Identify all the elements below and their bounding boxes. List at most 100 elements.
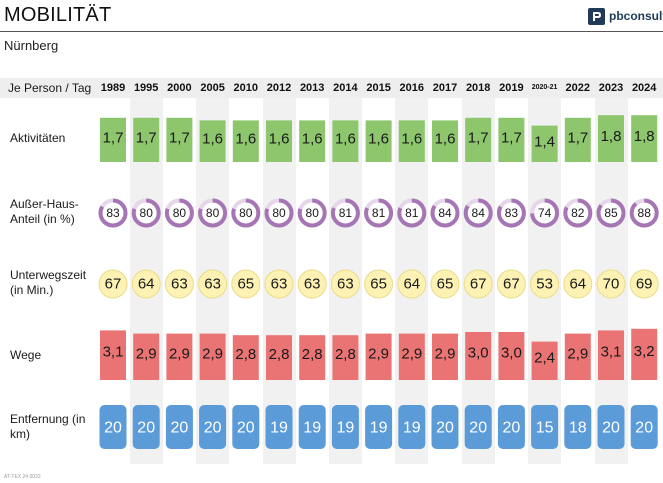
column-stripe: [395, 78, 429, 464]
trips-bar: [232, 335, 259, 380]
share-ring-track: [563, 198, 593, 228]
share-ring: [430, 198, 460, 228]
distance-label: 19: [370, 420, 388, 437]
distance-label: 20: [104, 420, 122, 437]
activities-bar: [564, 117, 591, 162]
activities-bar: [631, 115, 658, 162]
column-stripe: [528, 78, 562, 464]
year-header: 2010: [233, 82, 259, 94]
trips-label: 2,9: [368, 345, 389, 362]
logo: pbconsult: [588, 6, 663, 26]
year-header: 2013: [299, 82, 325, 94]
corner-label: Je Person / Tag: [8, 81, 92, 95]
year-header: 2020-21: [531, 84, 558, 91]
distance-tile: [564, 405, 592, 449]
share-ring: [496, 198, 526, 228]
trips-bar: [564, 333, 591, 380]
row-label: Entfernung (in km): [10, 412, 86, 441]
trips-bar: [166, 333, 193, 380]
travel-time-label: 63: [171, 276, 188, 293]
activities-label: 1,7: [103, 129, 124, 146]
share-label: 81: [372, 206, 386, 220]
distance-label: 19: [303, 420, 321, 437]
distance-label: 20: [503, 420, 521, 437]
distance-label: 20: [171, 420, 189, 437]
share-ring: [563, 198, 593, 228]
header-band: [0, 78, 663, 98]
trips-label: 3,1: [103, 344, 124, 361]
trips-bar: [432, 333, 458, 380]
share-ring-track: [297, 198, 327, 228]
distance-label: 18: [569, 420, 587, 437]
logo-text: pbconsult: [609, 9, 663, 23]
travel-time-label: 65: [370, 276, 387, 293]
distance-tile: [298, 405, 326, 449]
distance-label: 20: [436, 420, 454, 437]
travel-time-bubble: [430, 269, 460, 299]
share-label: 82: [571, 206, 585, 220]
travel-time-label: 65: [437, 276, 454, 293]
travel-time-bubble: [496, 269, 526, 299]
share-label: 80: [173, 206, 187, 220]
activities-label: 1,7: [501, 129, 522, 146]
share-ring: [164, 198, 194, 228]
share-label: 84: [438, 206, 452, 220]
share-ring-track: [364, 198, 394, 228]
year-header: 2014: [333, 82, 358, 94]
row-label: Aktivitäten: [10, 131, 66, 145]
share-ring-track: [430, 198, 460, 228]
year-header: 2024: [631, 82, 657, 94]
column-stripe: [262, 78, 296, 464]
trips-label: 2,9: [169, 345, 190, 362]
column-stripe: [328, 78, 362, 464]
share-ring: [231, 198, 261, 228]
distance-label: 20: [635, 420, 653, 437]
year-header: 2022: [565, 82, 591, 94]
page-subtitle: Nürnberg: [4, 38, 59, 53]
trips-label: 3,2: [634, 343, 655, 360]
year-header: 2012: [266, 82, 292, 94]
row-label: Unterwegszeit (in Min.): [10, 268, 87, 297]
activities-bar: [100, 117, 126, 162]
year-header: 2016: [399, 82, 425, 94]
travel-time-bubble: [629, 269, 659, 299]
activities-bar: [365, 120, 392, 162]
activities-bar: [232, 120, 259, 162]
year-header: 2018: [465, 82, 491, 94]
trips-label: 2,8: [302, 346, 323, 363]
share-label: 80: [306, 206, 320, 220]
year-header: 2015: [366, 82, 391, 94]
share-ring: [364, 198, 394, 228]
travel-time-bubble: [297, 269, 327, 299]
share-label: 80: [239, 206, 253, 220]
activities-label: 1,7: [169, 129, 190, 146]
year-header: 2019: [499, 82, 524, 94]
share-ring-track: [98, 198, 128, 228]
distance-tile: [232, 405, 260, 449]
footnote: AT-TEX 24 0032: [4, 474, 41, 480]
share-ring-track: [629, 198, 659, 228]
header-title: MOBILITÄT: [4, 4, 112, 26]
travel-time-label: 67: [105, 276, 122, 293]
travel-time-bubble: [231, 269, 261, 299]
travel-time-bubble: [164, 269, 194, 299]
trips-bar: [498, 332, 525, 380]
travel-time-bubble: [563, 269, 593, 299]
share-ring: [297, 198, 327, 228]
share-label: 83: [106, 206, 120, 220]
trips-label: 3,0: [501, 345, 522, 362]
year-header: 2017: [432, 82, 458, 94]
travel-time-bubble: [364, 269, 394, 299]
share-ring: [98, 198, 128, 228]
travel-time-label: 67: [503, 276, 520, 293]
activities-label: 1,7: [567, 129, 588, 146]
travel-time-label: 64: [569, 276, 586, 293]
trips-bar: [299, 335, 326, 380]
trips-bar: [100, 330, 126, 380]
year-header: 2005: [200, 82, 225, 94]
activities-bar: [166, 117, 193, 162]
distance-tile: [431, 405, 459, 449]
share-ring-track: [496, 198, 526, 228]
distance-tile: [99, 405, 127, 449]
distance-tile: [165, 405, 193, 449]
